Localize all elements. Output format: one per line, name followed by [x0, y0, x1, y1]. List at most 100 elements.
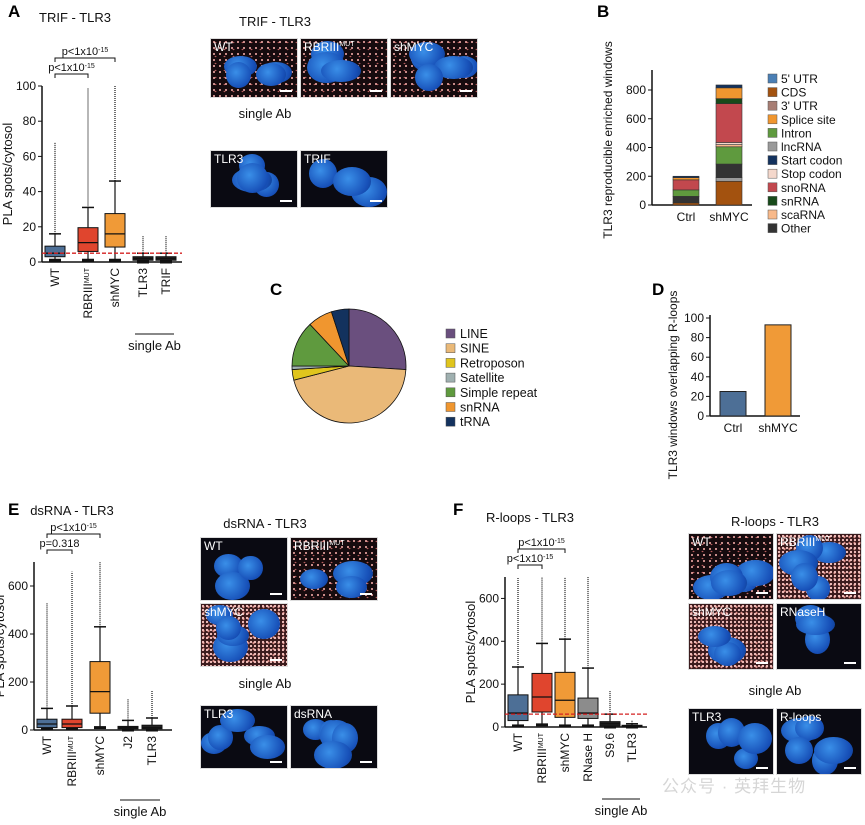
nucleus	[225, 61, 251, 88]
y-tick-label: 600	[479, 591, 499, 605]
bar-segment-other	[672, 196, 700, 204]
micrograph-shmyc: shMYC	[390, 38, 478, 98]
label-text: TRIF	[304, 152, 331, 166]
text-main: tRNA	[460, 415, 491, 429]
superscript: -15	[555, 538, 565, 545]
label-text: WT	[214, 40, 233, 54]
text-main: lncRNA	[781, 140, 822, 154]
legend-swatch	[445, 372, 456, 383]
legend-label: Simple repeat	[460, 386, 538, 400]
chart-title: R-loops - TLR3	[486, 510, 574, 525]
y-tick-label: 0	[29, 255, 36, 269]
legend-label: tRNA	[460, 415, 491, 429]
legend-label: LINE	[460, 327, 488, 341]
box-s96	[599, 690, 621, 729]
bar-segment-other	[715, 163, 743, 178]
panel-label-f: F	[453, 500, 464, 519]
nucleus	[255, 63, 287, 87]
text-main: Intron	[781, 126, 812, 140]
single-ab-label: single Ab	[748, 683, 802, 698]
y-tick-label: 600	[626, 112, 646, 126]
y-tick-label: 100	[16, 79, 36, 93]
scale-bar	[460, 90, 472, 92]
y-tick-label: 80	[691, 331, 705, 345]
text-main: Satellite	[460, 371, 505, 385]
nucleus	[236, 163, 268, 194]
p-value-label: p<1x10-15	[62, 46, 109, 58]
text-main: p<1x10	[62, 46, 98, 58]
y-tick-label: 0	[639, 198, 646, 212]
label-text: TLR3	[204, 707, 234, 721]
scale-bar	[280, 90, 292, 92]
label-text: WT	[204, 539, 223, 553]
text-main: 0	[492, 720, 499, 734]
legend-label: snRNA	[460, 401, 500, 415]
text-main: single Ab	[595, 803, 648, 818]
legend-label: Retroposon	[460, 356, 525, 370]
micrograph-rnaseh: RNaseH	[776, 603, 862, 670]
text-main: 100	[16, 79, 36, 93]
micrograph-title: TRIF - TLR3	[239, 14, 311, 29]
micrograph-label: WT	[204, 539, 223, 553]
nucleus	[321, 59, 361, 83]
legend-swatch	[445, 416, 456, 427]
micrograph-label: WT	[692, 535, 711, 549]
text-main: RNase H	[581, 733, 595, 782]
text-main: Retroposon	[460, 356, 525, 370]
bar-segment-stopcodon	[715, 142, 743, 145]
micrograph-wt: WT	[688, 533, 774, 600]
pie-slice-sine	[293, 365, 407, 424]
text-main: R-loops - TLR3	[486, 510, 574, 525]
box-tlr3	[141, 690, 163, 732]
nucleus	[790, 562, 818, 591]
nucleus	[415, 63, 443, 92]
micrograph-label: shMYC	[204, 605, 243, 619]
box-shmyc	[89, 562, 111, 730]
text-main: CDS	[781, 86, 806, 100]
text-main: snRNA	[781, 194, 819, 208]
box	[507, 694, 529, 722]
text-main: 60	[691, 350, 705, 364]
text-main: 0	[29, 255, 36, 269]
text-main: Other	[781, 222, 811, 236]
micrograph-label: TLR3	[692, 710, 721, 724]
legend-label: 5' UTR	[781, 72, 818, 86]
x-tick-label: shMYC	[558, 733, 572, 773]
y-tick-label: 60	[23, 149, 37, 163]
micrograph-title: R-loops - TLR3	[731, 514, 819, 529]
y-tick-label: 600	[8, 579, 28, 593]
bar-segment-scarna	[715, 144, 743, 148]
bar-segment-lncrna	[715, 177, 743, 182]
micrograph-label: RBRIIIMUT	[304, 40, 355, 54]
comparison-bracket	[517, 564, 543, 569]
superscript: -15	[98, 47, 108, 54]
y-tick-label: 0	[492, 720, 499, 734]
box-tlr3	[132, 235, 154, 264]
text-main: Stop codon	[781, 167, 842, 181]
legend-swatch	[767, 100, 778, 111]
legend-swatch	[767, 141, 778, 152]
bar-segment-startcodon	[715, 84, 743, 89]
text-main: Ctrl	[677, 210, 696, 224]
micrograph-label: WT	[214, 40, 233, 54]
text-main: 200	[626, 169, 646, 183]
panel-label-b: B	[597, 2, 610, 21]
text-main: 100	[684, 311, 704, 325]
text-main: p<1x10	[50, 522, 86, 534]
micrograph-wt: WT	[210, 38, 298, 98]
legend-swatch	[445, 328, 456, 339]
micrograph-label: shMYC	[394, 40, 433, 54]
text-main: 0	[21, 723, 28, 737]
micrograph-rbriii: RBRIIIMUT	[290, 537, 378, 601]
text-main: Start codon	[781, 154, 842, 168]
legend-swatch	[445, 387, 456, 398]
nucleus	[215, 615, 241, 641]
text-main: p<1x10	[507, 553, 543, 565]
nucleus	[333, 167, 371, 197]
x-tick-label: Ctrl	[724, 421, 743, 435]
x-tick-label: shMYC	[108, 268, 122, 308]
bar-segment-startcodon	[672, 175, 700, 178]
text-main: snoRNA	[781, 181, 826, 195]
legend-label: lncRNA	[781, 140, 822, 154]
